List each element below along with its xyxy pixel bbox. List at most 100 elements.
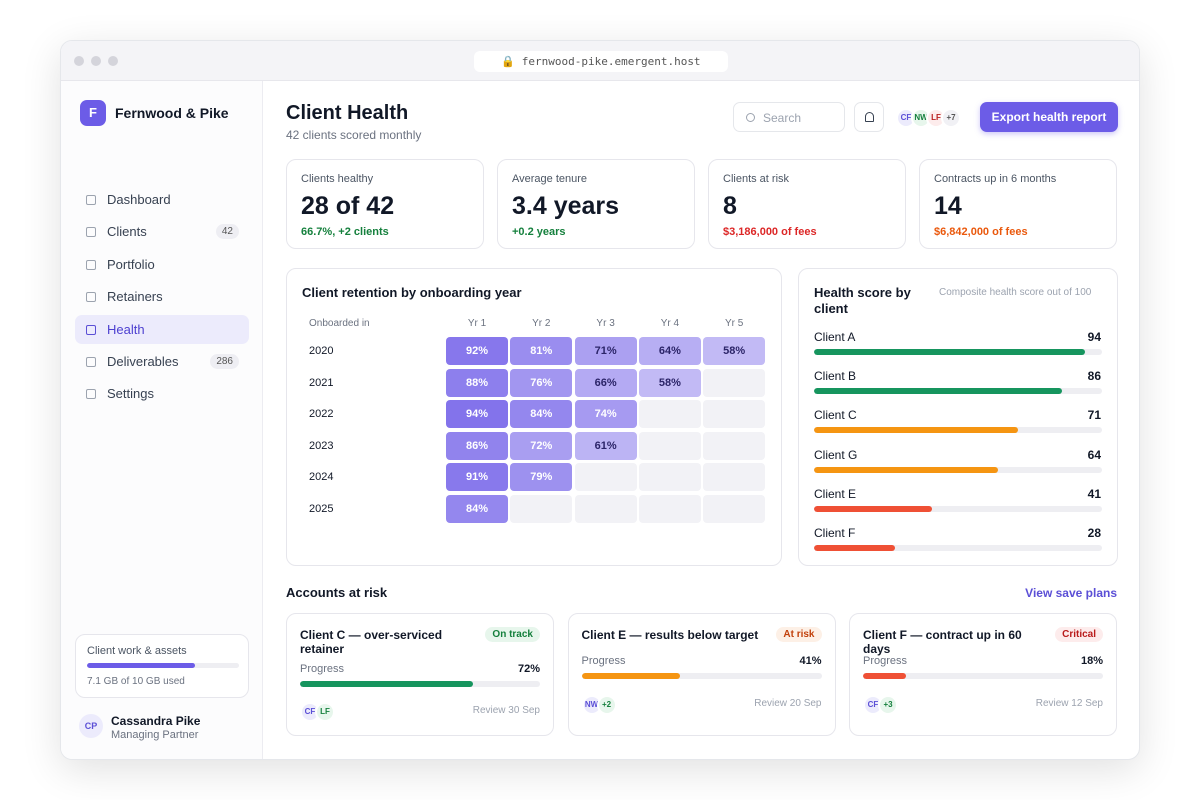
url-bar[interactable]: 🔒 fernwood-pike.emergent.host xyxy=(474,51,728,72)
progress-value: 72% xyxy=(517,663,540,675)
nav-badge: 42 xyxy=(215,224,239,240)
empty-cell xyxy=(574,463,637,492)
progress-value: 18% xyxy=(1080,655,1103,667)
empty-cell xyxy=(638,463,701,492)
heatmap-cell: 58% xyxy=(638,368,701,397)
nav-item[interactable]: Clients 42 xyxy=(75,217,249,246)
client-score: 71 xyxy=(1087,408,1101,423)
account-head: Client F — contract up in 60 days Critica… xyxy=(863,627,1103,657)
progress-track xyxy=(300,681,540,687)
nav-label: Clients xyxy=(107,224,147,240)
progress-track xyxy=(863,673,1103,679)
user-role: Managing Partner xyxy=(111,729,199,741)
nav-icon xyxy=(86,195,96,205)
health-panel: Health score by client Composite health s… xyxy=(798,268,1118,566)
row-header: Onboarded in xyxy=(309,318,370,329)
row-year: 2020 xyxy=(309,345,334,357)
view-save-plans-link[interactable]: View save plans xyxy=(1025,586,1117,600)
heatmap-cell: 64% xyxy=(638,337,701,365)
nav-icon xyxy=(86,324,96,335)
row-year: 2025 xyxy=(309,503,334,515)
nav-item[interactable]: Dashboard xyxy=(75,185,249,214)
kpi-card: Contracts up in 6 months 14 $6,842,000 of … xyxy=(919,159,1117,249)
avatar-group: CF +3 xyxy=(863,694,898,715)
progress-label: Progress xyxy=(300,663,345,675)
kpi-label: Average tenure xyxy=(512,173,588,185)
retention-panel: Client retention by onboarding year Onboa… xyxy=(286,268,782,566)
empty-cell xyxy=(574,495,637,523)
account-card: Client C — over-serviced retainer On trac… xyxy=(286,613,554,736)
nav-item[interactable]: Settings xyxy=(75,379,249,408)
client-score: 86 xyxy=(1087,369,1101,384)
empty-cell xyxy=(703,463,766,492)
empty-cell xyxy=(703,400,766,429)
nav-label: Retainers xyxy=(107,289,163,305)
nav-icon xyxy=(86,357,96,367)
account-foot: CF LF Review 30 Sep xyxy=(300,699,540,723)
heatmap-cell: 84% xyxy=(510,400,573,429)
client-name: Client C xyxy=(814,408,857,423)
brand-logo: F xyxy=(80,100,106,126)
avatar-group: CF LF xyxy=(300,701,335,722)
column-header: Yr 5 xyxy=(725,318,744,329)
empty-cell xyxy=(703,495,766,523)
client-name: Client F xyxy=(814,526,856,540)
account-title: Client F — contract up in 60 days xyxy=(863,628,1022,656)
avatar-group: NW +2 xyxy=(581,694,617,715)
review-date: Review 20 Sep xyxy=(754,698,822,709)
account-card: Client F — contract up in 60 days Critica… xyxy=(849,613,1117,736)
kpi-value: 8 xyxy=(723,192,737,220)
kpi-value: 28 of 42 xyxy=(301,192,395,220)
client-name: Client A xyxy=(814,330,856,344)
account-head: Client E — results below target At risk xyxy=(582,627,822,657)
heatmap-cell: 76% xyxy=(510,368,573,397)
client-score: 64 xyxy=(1087,447,1101,462)
heatmap-cell: 71% xyxy=(574,337,637,365)
export-button[interactable]: Export health report xyxy=(980,102,1118,132)
nav-item[interactable]: Health xyxy=(75,314,249,344)
kpi-label: Contracts up in 6 months xyxy=(934,173,1057,185)
heatmap-cell: 91% xyxy=(446,463,508,492)
health-title: Health score by client xyxy=(814,285,911,316)
nav-item[interactable]: Retainers xyxy=(75,282,249,311)
progress-label: Progress xyxy=(863,655,908,667)
page-subtitle: 42 clients scored monthly xyxy=(286,128,422,142)
window-dot xyxy=(108,56,118,66)
empty-cell xyxy=(703,431,766,460)
nav-item[interactable]: Portfolio xyxy=(75,250,249,279)
search-box[interactable]: Search xyxy=(733,102,845,132)
client-name: Client B xyxy=(814,369,857,384)
row-year: 2022 xyxy=(309,408,334,421)
avatar: +7 xyxy=(941,108,961,128)
bell-icon xyxy=(865,112,874,122)
progress-row: Progress 18% xyxy=(863,655,1103,667)
avatar: LF xyxy=(315,702,335,722)
notifications-button[interactable] xyxy=(854,102,884,132)
nav-icon xyxy=(86,292,96,303)
heatmap-cell: 79% xyxy=(510,463,573,492)
nav-item[interactable]: Deliverables 286 xyxy=(75,347,249,376)
nav-icon xyxy=(86,259,96,270)
storage-title: Client work & assets xyxy=(87,645,187,657)
kpi-value: 3.4 years xyxy=(512,192,620,220)
row-year: 2023 xyxy=(309,439,334,452)
health-subtitle: Composite health score out of 100 xyxy=(939,287,1092,298)
progress-track xyxy=(581,673,822,679)
score-track xyxy=(814,388,1102,395)
nav-icon xyxy=(86,227,96,238)
nav-label: Deliverables xyxy=(107,354,179,369)
score-track xyxy=(814,545,1102,551)
progress-row: Progress 41% xyxy=(582,655,822,667)
score-bar xyxy=(814,349,1085,355)
heatmap-cell: 84% xyxy=(446,495,508,523)
account-foot: CF +3 Review 12 Sep xyxy=(863,692,1103,716)
score-bar xyxy=(814,466,999,473)
heatmap-cell: 61% xyxy=(574,431,637,460)
heatmap-cell: 66% xyxy=(574,368,637,397)
progress-bar xyxy=(581,673,680,679)
score-bar xyxy=(814,427,1019,434)
browser-bar: 🔒 fernwood-pike.emergent.host xyxy=(61,41,1139,81)
heatmap-cell: 58% xyxy=(703,337,766,365)
kpi-note: +0.2 years xyxy=(512,226,566,238)
